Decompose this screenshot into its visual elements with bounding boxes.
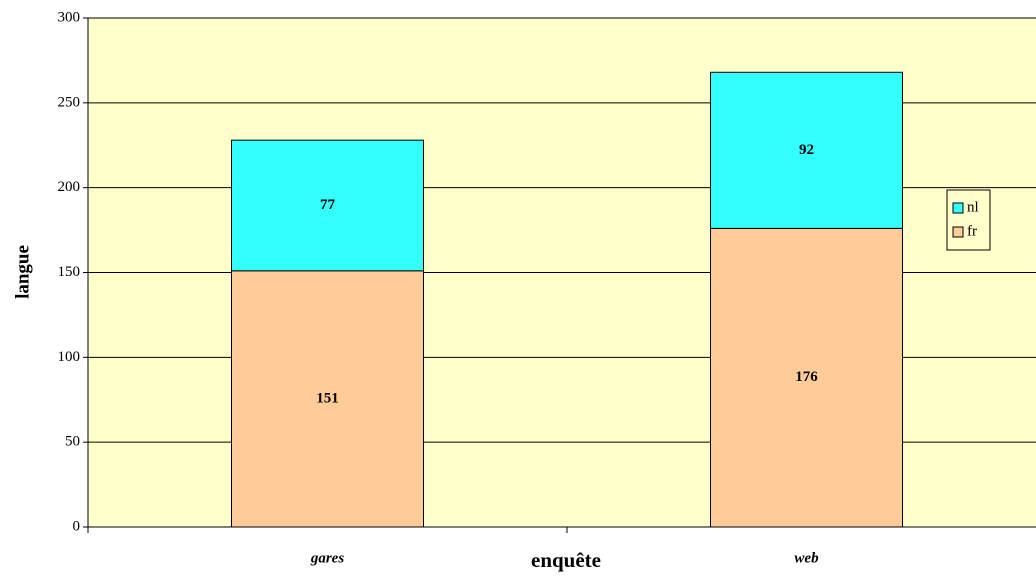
x-tick-label: gares (310, 550, 344, 566)
data-label: 151 (316, 390, 339, 406)
bar-segment (710, 227, 903, 528)
y-tick-label: 200 (58, 179, 81, 195)
x-axis-title: enquête (531, 548, 601, 572)
y-axis-title: langue (12, 245, 33, 299)
y-tick-label: 100 (58, 349, 81, 365)
legend-swatch (952, 226, 964, 238)
legend-label: nl (967, 199, 979, 215)
legend-swatch (952, 202, 964, 214)
legend-box (946, 189, 991, 251)
data-label: 92 (799, 142, 814, 158)
legend-label: fr (967, 223, 977, 239)
data-label: 176 (795, 369, 818, 385)
y-tick-label: 0 (73, 518, 81, 534)
data-label: 77 (320, 197, 336, 213)
bar-segment (231, 270, 424, 528)
x-tick-label: web (794, 550, 819, 566)
bar-segment (710, 71, 903, 229)
y-tick-label: 50 (65, 434, 80, 450)
y-tick-label: 150 (58, 264, 81, 280)
bar-segment (231, 139, 424, 272)
y-tick-label: 250 (58, 94, 81, 110)
y-tick-label: 300 (58, 9, 81, 25)
